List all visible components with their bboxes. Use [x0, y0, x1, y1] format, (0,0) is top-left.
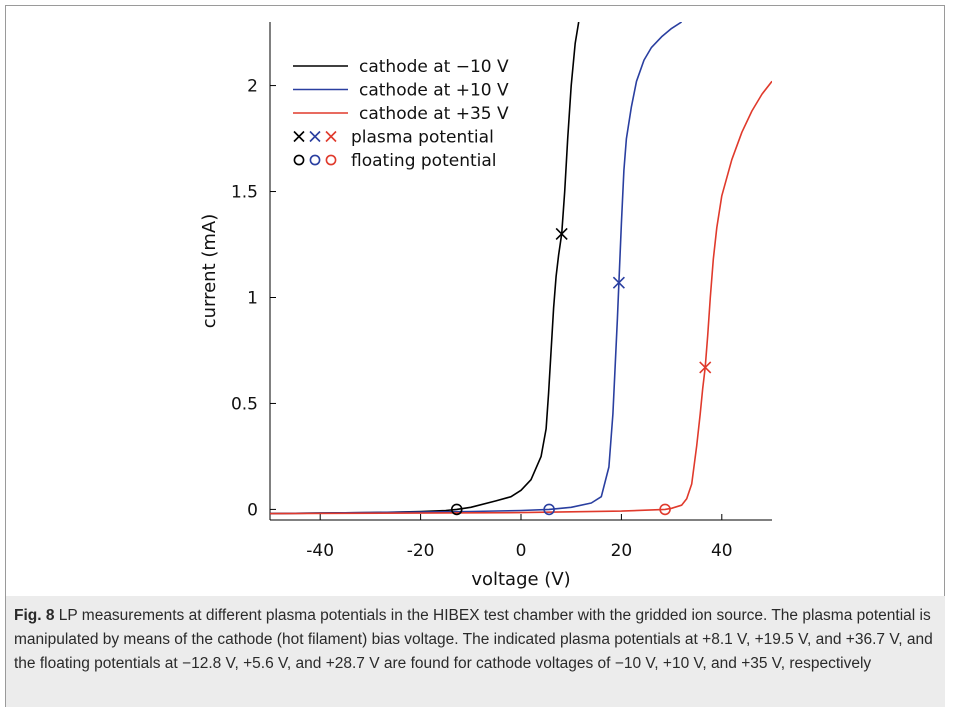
axis-ticks: -40 -20 0 20 40 0 0.5 1 1.5 2 — [231, 77, 733, 561]
legend: cathode at −10 V cathode at +10 V cathode … — [293, 57, 509, 171]
x-tick-label: 20 — [611, 541, 633, 561]
figure-label: Fig. 8 — [14, 607, 55, 624]
plasma-potential-marker — [555, 227, 568, 240]
floating-potential-marker — [450, 503, 463, 516]
legend-swatch-circle — [309, 154, 321, 166]
x-tick-label: -40 — [306, 541, 334, 561]
legend-swatch-circle — [325, 154, 337, 166]
marker-layer — [450, 227, 712, 516]
floating-potential-marker — [543, 503, 555, 516]
series-line-2 — [270, 80, 772, 515]
x-tick-label: 40 — [711, 541, 733, 561]
legend-swatch-circle — [293, 154, 305, 166]
y-tick-label: 1 — [247, 288, 258, 308]
legend-label: cathode at −10 V — [359, 57, 509, 77]
legend-label: cathode at +35 V — [359, 104, 509, 124]
y-tick-label: 0 — [247, 500, 258, 520]
series-layer — [270, 22, 772, 515]
y-tick-label: 1.5 — [231, 183, 258, 203]
caption-background — [6, 596, 945, 707]
floating-potential-marker — [659, 503, 671, 516]
x-axis-title: voltage (V) — [471, 569, 570, 590]
x-tick-label: 0 — [516, 541, 527, 561]
caption-text: LP measurements at different plasma pote… — [14, 607, 933, 672]
plasma-potential-marker — [612, 276, 625, 289]
plasma-potential-marker — [699, 361, 712, 374]
legend-swatch-x — [309, 130, 321, 143]
series-line-1 — [270, 22, 683, 515]
legend-label: plasma potential — [351, 128, 494, 148]
y-tick-label: 0.5 — [231, 394, 258, 414]
legend-swatch-x — [293, 130, 305, 143]
figure-caption: Fig. 8 LP measurements at different plas… — [14, 604, 934, 676]
y-tick-label: 2 — [247, 77, 258, 97]
legend-label: cathode at +10 V — [359, 81, 509, 101]
y-axis-title: current (mA) — [199, 214, 220, 329]
figure-frame — [5, 5, 945, 707]
series-line-0 — [270, 22, 580, 515]
legend-label: floating potential — [351, 151, 497, 171]
x-tick-label: -20 — [407, 541, 435, 561]
legend-swatch-x — [325, 130, 337, 143]
